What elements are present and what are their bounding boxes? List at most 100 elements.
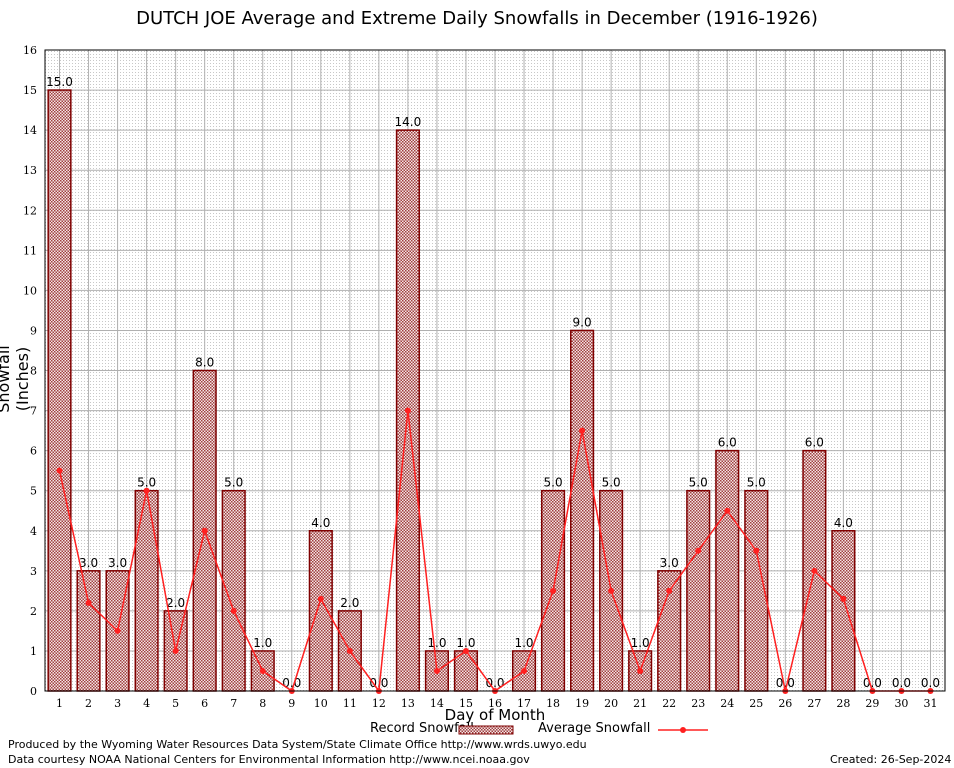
y-tick-label: 0: [30, 685, 37, 698]
x-tick-label: 3: [114, 697, 121, 710]
x-tick-label: 31: [923, 697, 937, 710]
bar-value-label: 0.0: [776, 676, 795, 690]
footer-data-courtesy: Data courtesy NOAA National Centers for …: [8, 753, 530, 766]
average-point: [317, 595, 324, 602]
y-tick-label: 10: [23, 284, 37, 297]
average-point: [143, 487, 150, 494]
x-tick-label: 30: [894, 697, 908, 710]
x-tick-label: 5: [172, 697, 179, 710]
record-bar: [76, 570, 101, 692]
x-tick-label: 13: [401, 697, 415, 710]
legend-average-label: Average Snowfall: [538, 721, 651, 736]
x-tick-label: 12: [372, 697, 386, 710]
x-tick-label: 17: [517, 697, 531, 710]
x-tick-label: 23: [691, 697, 705, 710]
average-point: [666, 587, 673, 594]
x-tick-label: 29: [865, 697, 879, 710]
x-axis-label: Day of Month: [444, 706, 546, 724]
bar-value-label: 6.0: [718, 436, 737, 450]
bar-value-label: 0.0: [485, 676, 504, 690]
bar-value-label: 5.0: [747, 476, 766, 490]
average-point: [724, 507, 731, 514]
legend-average-swatch: [658, 727, 708, 733]
bar-value-label: 3.0: [108, 556, 127, 570]
bar-value-label: 15.0: [46, 75, 73, 89]
footer-created: Created: 26-Sep-2024: [830, 753, 952, 766]
bar-value-label: 2.0: [166, 596, 185, 610]
bar-value-label: 9.0: [573, 315, 592, 329]
y-tick-label: 16: [23, 44, 37, 57]
bar-value-label: 4.0: [834, 516, 853, 530]
bar-value-label: 6.0: [805, 436, 824, 450]
bar-value-label: 14.0: [395, 115, 422, 129]
x-tick-label: 22: [662, 697, 676, 710]
average-point: [840, 595, 847, 602]
x-tick-label: 10: [314, 697, 328, 710]
bar-value-label: 3.0: [79, 556, 98, 570]
record-bar: [686, 489, 711, 692]
average-point: [56, 467, 63, 474]
y-tick-label: 3: [30, 565, 37, 578]
average-point: [85, 599, 92, 606]
x-tick-label: 11: [343, 697, 357, 710]
average-point: [521, 667, 528, 674]
average-point: [230, 607, 237, 614]
record-bar: [570, 329, 595, 692]
x-tick-label: 26: [778, 697, 792, 710]
average-point: [753, 547, 760, 554]
bar-value-label: 8.0: [195, 356, 214, 370]
bar-value-label: 5.0: [602, 476, 621, 490]
x-tick-label: 18: [546, 697, 560, 710]
bar-value-label: 1.0: [631, 636, 650, 650]
x-tick-label: 15: [459, 697, 473, 710]
legend-record-swatch: [458, 725, 514, 735]
bar-value-label: 1.0: [427, 636, 446, 650]
record-bar: [715, 449, 740, 692]
y-tick-label: 4: [30, 525, 37, 538]
bar-value-label: 1.0: [456, 636, 475, 650]
bar-value-label: 1.0: [253, 636, 272, 650]
x-tick-label: 6: [201, 697, 208, 710]
y-tick-label: 12: [23, 204, 37, 217]
y-tick-label: 2: [30, 605, 37, 618]
legend-record-label: Record Snowfall: [370, 721, 474, 736]
record-bar: [134, 489, 159, 692]
bar-value-label: 5.0: [224, 476, 243, 490]
x-tick-label: 21: [633, 697, 647, 710]
x-tick-label: 24: [720, 697, 734, 710]
record-bar: [47, 89, 72, 692]
bar-value-label: 0.0: [369, 676, 388, 690]
plot-frame: [44, 49, 946, 692]
bar-value-label: 5.0: [137, 476, 156, 490]
bar-value-label: 0.0: [921, 676, 940, 690]
average-point: [201, 527, 208, 534]
average-point: [637, 667, 644, 674]
average-point: [433, 667, 440, 674]
x-tick-label: 7: [230, 697, 237, 710]
x-tick-label: 20: [604, 697, 618, 710]
average-point: [462, 647, 469, 654]
average-point: [695, 547, 702, 554]
average-point: [172, 647, 179, 654]
x-tick-label: 27: [807, 697, 821, 710]
y-tick-label: 9: [30, 324, 37, 337]
average-point: [259, 667, 266, 674]
chart-title: DUTCH JOE Average and Extreme Daily Snow…: [136, 8, 818, 29]
x-tick-label: 16: [488, 697, 502, 710]
y-tick-label: 8: [30, 365, 37, 378]
average-point: [346, 647, 353, 654]
y-tick-label: 6: [30, 445, 37, 458]
y-tick-label: 11: [23, 244, 37, 257]
average-point: [114, 627, 121, 634]
footer-produced-by: Produced by the Wyoming Water Resources …: [8, 738, 587, 751]
x-tick-label: 1: [56, 697, 63, 710]
average-point: [550, 587, 557, 594]
x-tick-label: 2: [85, 697, 92, 710]
bar-value-label: 0.0: [863, 676, 882, 690]
average-point: [579, 427, 586, 434]
average-point: [608, 587, 615, 594]
record-bar: [831, 530, 856, 692]
x-tick-label: 28: [836, 697, 850, 710]
bar-value-label: 3.0: [660, 556, 679, 570]
